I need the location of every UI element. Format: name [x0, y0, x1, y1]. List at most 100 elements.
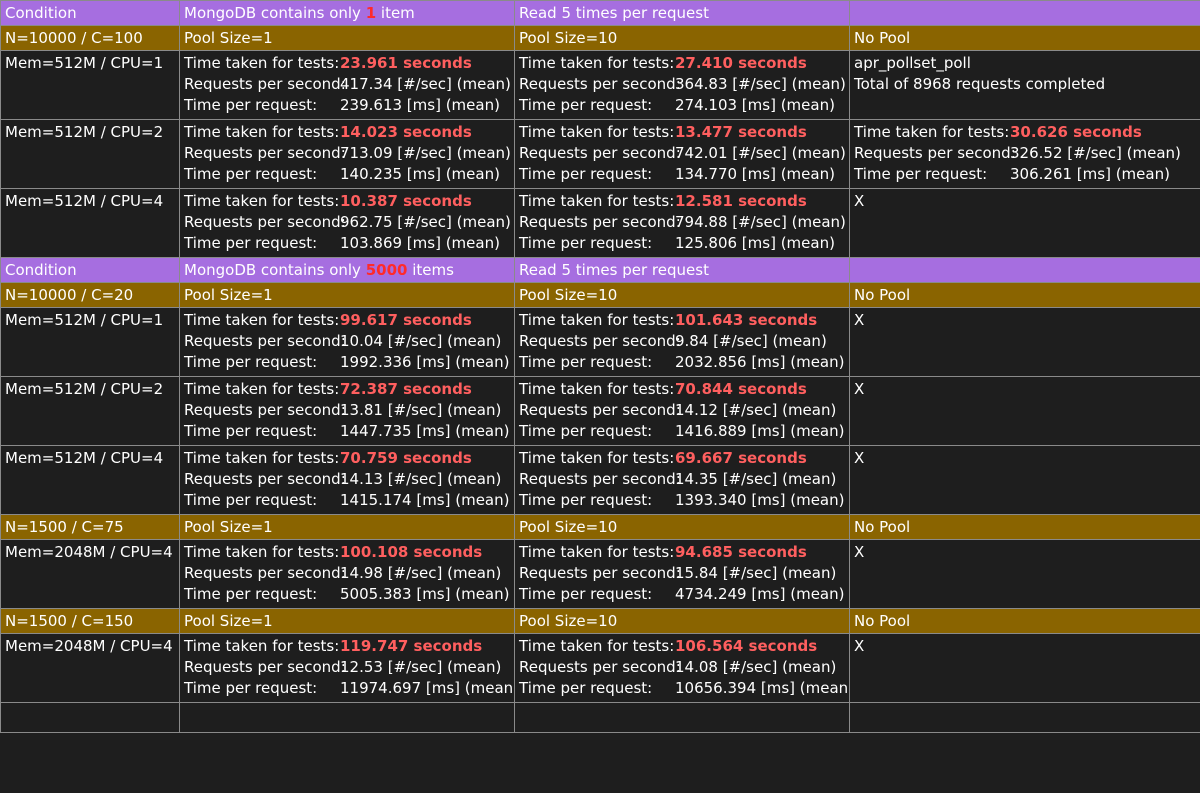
section-header-row: Condition MongoDB contains only 1 item Rea…	[0, 0, 1200, 26]
time-taken-value: 106.564 seconds	[675, 637, 818, 655]
time-taken-value: 70.759 seconds	[340, 449, 472, 467]
no-pool-text: X	[854, 543, 865, 561]
time-taken-line: Time taken for tests:12.581 seconds	[519, 191, 845, 212]
rps-value: 962.75 [#/sec] (mean)	[340, 213, 511, 231]
time-taken-value: 99.617 seconds	[340, 311, 472, 329]
time-taken-value: 94.685 seconds	[675, 543, 807, 561]
tpr-line: Time per request: 1992.336 [ms] (mean)	[184, 352, 510, 373]
header-mongodb-post: item	[376, 3, 415, 22]
no-pool-text: X	[854, 311, 865, 329]
tpr-value: 10656.394 [ms] (mean)	[675, 679, 850, 697]
time-taken-line: Time taken for tests:100.108 seconds	[184, 542, 510, 563]
tpr-value: 140.235 [ms] (mean)	[340, 165, 500, 183]
pool-10-result: Time taken for tests:70.844 seconds Reque…	[514, 376, 850, 446]
rps-label: Requests per second:	[519, 401, 681, 419]
rps-label: Requests per second:	[184, 401, 346, 419]
rps-label: Requests per second:	[184, 213, 346, 231]
tpr-label: Time per request:	[519, 165, 653, 183]
header-read-times: Read 5 times per request	[514, 257, 850, 283]
pool-size-10: Pool Size=10	[514, 282, 850, 308]
time-taken-label: Time taken for tests:	[184, 543, 340, 561]
no-pool-result: X	[849, 445, 1200, 515]
rps-value: 12.53 [#/sec] (mean)	[340, 658, 502, 676]
rps-line: Requests per second:13.81 [#/sec] (mean)	[184, 400, 510, 421]
time-taken-label: Time taken for tests:	[519, 449, 675, 467]
rps-value: 326.52 [#/sec] (mean)	[1010, 144, 1181, 162]
rps-value: 794.88 [#/sec] (mean)	[675, 213, 846, 231]
row-condition: Mem=512M / CPU=2	[0, 119, 180, 189]
rps-line: Requests per second:326.52 [#/sec] (mean…	[854, 143, 1196, 164]
rps-label: Requests per second:	[184, 144, 346, 162]
rps-line: Requests per second:14.35 [#/sec] (mean)	[519, 469, 845, 490]
time-taken-value: 69.667 seconds	[675, 449, 807, 467]
time-taken-label: Time taken for tests:	[519, 192, 675, 210]
pool-1-result: Time taken for tests:10.387 seconds Reque…	[179, 188, 515, 258]
no-pool-text: X	[854, 380, 865, 398]
no-pool: No Pool	[849, 282, 1200, 308]
rps-label: Requests per second:	[854, 144, 1016, 162]
time-taken-value: 101.643 seconds	[675, 311, 818, 329]
tpr-label: Time per request:	[519, 234, 653, 252]
rps-line: Requests per second:794.88 [#/sec] (mean…	[519, 212, 846, 233]
rps-label: Requests per second:	[184, 564, 346, 582]
time-taken-value: 70.844 seconds	[675, 380, 807, 398]
tpr-value: 1416.889 [ms] (mean)	[675, 422, 845, 440]
rps-value: 14.13 [#/sec] (mean)	[340, 470, 502, 488]
row-condition: Mem=512M / CPU=2	[0, 376, 180, 446]
rps-line: Requests per second:417.34 [#/sec] (mean…	[184, 74, 511, 95]
rps-label: Requests per second:	[519, 332, 681, 350]
tpr-label: Time per request:	[854, 165, 988, 183]
time-taken-line: Time taken for tests:14.023 seconds	[184, 122, 510, 143]
time-taken-label: Time taken for tests:	[519, 311, 675, 329]
pool-10-result: Time taken for tests:101.643 seconds Requ…	[514, 307, 850, 377]
pool-row: N=1500 / C=150 Pool Size=1 Pool Size=10 No …	[0, 608, 1200, 634]
time-taken-line: Time taken for tests:94.685 seconds	[519, 542, 845, 563]
pool-1-result: Time taken for tests:14.023 seconds Reque…	[179, 119, 515, 189]
header-condition: Condition	[0, 257, 180, 283]
time-taken-line: Time taken for tests:23.961 seconds	[184, 53, 510, 74]
rps-value: 14.08 [#/sec] (mean)	[675, 658, 837, 676]
table-row: Mem=2048M / CPU=4 Time taken for tests:11…	[0, 633, 1200, 703]
pool-size-10: Pool Size=10	[514, 514, 850, 540]
table-row: Mem=512M / CPU=4 Time taken for tests:70.…	[0, 445, 1200, 515]
time-taken-line: Time taken for tests:70.844 seconds	[519, 379, 845, 400]
tpr-value: 1393.340 [ms] (mean)	[675, 491, 845, 509]
pool-size-10: Pool Size=10	[514, 25, 850, 51]
header-mongodb-size: MongoDB contains only 1 item	[179, 0, 515, 26]
header-mongodb-post: items	[407, 260, 454, 279]
rps-line: Requests per second:364.83 [#/sec] (mean…	[519, 74, 846, 95]
tpr-line: Time per request: 134.770 [ms] (mean)	[519, 164, 845, 185]
no-pool-text: apr_pollset_poll	[854, 54, 971, 72]
tpr-label: Time per request:	[184, 165, 318, 183]
tpr-line: Time per request: 125.806 [ms] (mean)	[519, 233, 845, 254]
benchmark-table: Condition MongoDB contains only 1 item Rea…	[0, 0, 1200, 733]
table-row: Mem=512M / CPU=2 Time taken for tests:14.…	[0, 119, 1200, 189]
time-taken-line: Time taken for tests:106.564 seconds	[519, 636, 845, 657]
tpr-label: Time per request:	[184, 679, 318, 697]
rps-value: 417.34 [#/sec] (mean)	[340, 75, 511, 93]
time-taken-label: Time taken for tests:	[184, 449, 340, 467]
table-row: Mem=512M / CPU=2 Time taken for tests: 72.…	[0, 376, 1200, 446]
pool-10-result: Time taken for tests:106.564 seconds Requ…	[514, 633, 850, 703]
empty-cell	[514, 702, 850, 733]
rps-label: Requests per second:	[184, 658, 346, 676]
time-taken-label: Time taken for tests:	[519, 54, 675, 72]
rps-label: Requests per second:	[184, 470, 346, 488]
no-pool: No Pool	[849, 25, 1200, 51]
tpr-line: Time per request: 10656.394 [ms] (mean)	[519, 678, 849, 699]
time-taken-label: Time taken for tests:	[519, 380, 675, 398]
rps-line: Requests per second:742.01 [#/sec] (mean…	[519, 143, 846, 164]
no-pool-text: X	[854, 449, 865, 467]
rps-line: Requests per second:14.98 [#/sec] (mean)	[184, 563, 510, 584]
row-condition: Mem=2048M / CPU=4	[0, 539, 180, 609]
row-condition: Mem=2048M / CPU=4	[0, 633, 180, 703]
rps-label: Requests per second:	[519, 144, 681, 162]
tpr-label: Time per request:	[519, 353, 653, 371]
tpr-value: 1415.174 [ms] (mean)	[340, 491, 510, 509]
rps-label: Requests per second:	[519, 75, 681, 93]
rps-value: 15.84 [#/sec] (mean)	[675, 564, 837, 582]
time-taken-value: 72.387 seconds	[340, 380, 472, 398]
time-taken-label: Time taken for tests:	[184, 123, 340, 141]
empty-row	[0, 702, 1200, 733]
no-pool-result: Time taken for tests:30.626 seconds Reque…	[849, 119, 1200, 189]
